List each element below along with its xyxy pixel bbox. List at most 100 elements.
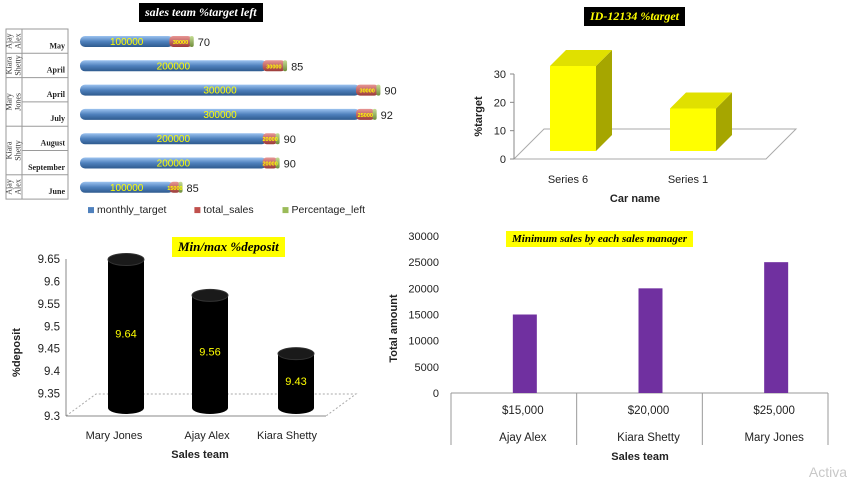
chart1-label-total-sales: 15000 [167, 186, 182, 192]
activation-watermark: Activa [808, 464, 847, 480]
chart1-bar-percentage-left [372, 108, 377, 120]
chart1-bar-monthly-target [80, 60, 267, 72]
chart1-month-label: July [50, 114, 65, 123]
chart3-cylinder-top [107, 252, 145, 266]
chart2-bar [670, 108, 716, 151]
chart2-x-axis-title: Car name [610, 193, 660, 205]
chart3-y-tick-label: 9.5 [44, 321, 60, 333]
chart4-y-tick-label: 20000 [408, 283, 439, 295]
chart4-svg: 0 5000 10000 15000 20000 25000 30000 $15,000 Aja… [388, 231, 829, 463]
chart-min-max-deposit: Min/max %deposit 9.3 9.35 9.4 9.45 9.5 9.55 9.… [0, 225, 380, 480]
chart1-bar-total-sales [262, 157, 278, 169]
chart1-label-percentage-left: 90 [284, 159, 296, 171]
chart3-y-tick-label: 9.65 [38, 254, 60, 266]
chart-id-target: ID-12134 %target 0 10 20 30 %target Series 6 S… [430, 0, 847, 225]
chart2-svg: 0 10 20 30 %target Series 6 Series 1 Car name [473, 50, 798, 205]
chart1-bar-total-sales [169, 36, 192, 47]
chart3-y-tick-label: 9.55 [38, 299, 60, 311]
chart1-svg: AjayAlex KiaraShetty MaryJones KiaraShetty A… [5, 28, 397, 216]
chart3-cylinder-top [191, 288, 229, 302]
chart1-month-label: September [28, 163, 65, 172]
chart3-y-tick-label: 9.35 [38, 389, 60, 401]
chart1-label-monthly-target: 300000 [203, 110, 237, 121]
chart1-month-label: June [49, 187, 66, 196]
chart1-bar-percentage-left [376, 84, 381, 96]
chart1-month-label: April [47, 66, 66, 75]
chart4-x-tick-label-amount: $20,000 [628, 405, 670, 417]
chart1-legend-label: monthly_target [97, 204, 167, 216]
chart3-cylinder-base [192, 402, 228, 414]
chart4-y-tick-label: 30000 [408, 231, 439, 243]
chart1-bar-percentage-left [275, 133, 280, 145]
chart2-x-tick-label: Series 6 [548, 174, 588, 186]
chart4-y-tick-label: 15000 [408, 310, 439, 322]
chart3-cylinder-body [278, 353, 314, 408]
chart1-bar-total-sales [262, 133, 278, 145]
chart1-label-monthly-target: 100000 [110, 37, 144, 48]
chart2-y-tick-label: 30 [494, 69, 506, 81]
chart1-label-percentage-left: 70 [198, 37, 210, 49]
chart4-x-tick-label-manager: Kiara Shetty [617, 432, 680, 444]
chart1-legend-label: total_sales [203, 204, 253, 216]
chart1-label-monthly-target: 300000 [203, 86, 237, 97]
chart2-bar-top [670, 92, 732, 109]
chart1-bar-percentage-left [189, 36, 194, 47]
chart3-y-tick-label: 9.4 [44, 366, 61, 378]
chart1-bar-monthly-target [80, 157, 267, 169]
chart1-bar-monthly-target [80, 36, 174, 47]
chart4-bar [638, 288, 663, 393]
chart1-group-label: AjayAlex [5, 33, 23, 49]
chart2-title: ID-12134 %target [584, 7, 685, 26]
chart2-y-tick-label: 20 [494, 97, 506, 109]
chart2-y-tick-label: 10 [494, 126, 506, 138]
chart1-bar-total-sales [356, 84, 379, 96]
chart3-data-label: 9.64 [115, 329, 136, 341]
chart3-x-tick-label: Kiara Shetty [257, 430, 317, 442]
chart1-label-percentage-left: 85 [291, 61, 303, 73]
chart1-label-percentage-left: 90 [284, 134, 296, 146]
chart4-x-tick-label-amount: $25,000 [753, 405, 795, 417]
chart4-y-axis-title: Total amount [388, 294, 400, 363]
chart2-x-tick-label: Series 1 [668, 174, 708, 186]
chart3-title: Min/max %deposit [172, 237, 285, 257]
chart1-label-percentage-left: 90 [384, 86, 396, 98]
chart1-label-monthly-target: 200000 [157, 159, 191, 170]
chart1-bar-monthly-target [80, 181, 174, 193]
chart1-bar-total-sales [356, 108, 375, 120]
chart3-data-label: 9.43 [285, 376, 306, 388]
chart1-title: sales team %target left [139, 3, 263, 22]
chart1-legend-swatch [88, 207, 94, 214]
chart4-bar [512, 314, 537, 393]
chart3-cylinder-body [192, 295, 228, 408]
chart4-y-tick-label: 0 [433, 388, 439, 400]
chart3-y-tick-label: 9.3 [44, 411, 60, 423]
chart1-group-label: KiaraShetty [5, 140, 23, 160]
chart2-bar [550, 66, 596, 151]
chart2-y-tick-label: 0 [500, 154, 506, 166]
chart1-label-total-sales: 25000 [358, 113, 373, 119]
chart1-label-percentage-left: 92 [381, 110, 393, 122]
chart4-x-tick-label-manager: Mary Jones [744, 432, 804, 444]
chart2-floor [512, 128, 798, 160]
chart4-title: Minimum sales by each sales manager [506, 231, 694, 247]
chart3-cylinder-top [277, 347, 315, 361]
chart2-bar-side [596, 50, 612, 151]
chart4-bar [764, 262, 789, 393]
chart4-x-tick-label-manager: Ajay Alex [499, 432, 547, 444]
chart3-x-tick-label: Mary Jones [86, 430, 143, 442]
chart1-month-label: April [47, 90, 66, 99]
chart1-label-total-sales: 30000 [266, 64, 281, 70]
chart1-legend-swatch [194, 207, 201, 214]
chart3-y-axis-title: %deposit [11, 328, 23, 377]
chart1-label-total-sales: 20000 [262, 162, 277, 168]
chart1-bar-monthly-target [80, 84, 360, 96]
chart1-bar-percentage-left [178, 181, 183, 193]
chart1-label-monthly-target: 200000 [157, 134, 191, 145]
chart1-bar-percentage-left [283, 60, 288, 72]
chart3-y-tick-label: 9.45 [38, 344, 60, 356]
chart2-bar-side [716, 92, 732, 151]
chart1-month-label: May [49, 41, 65, 50]
chart3-cylinder-base [108, 402, 144, 414]
chart1-bar-total-sales [169, 181, 181, 193]
chart1-month-label: August [41, 139, 66, 148]
